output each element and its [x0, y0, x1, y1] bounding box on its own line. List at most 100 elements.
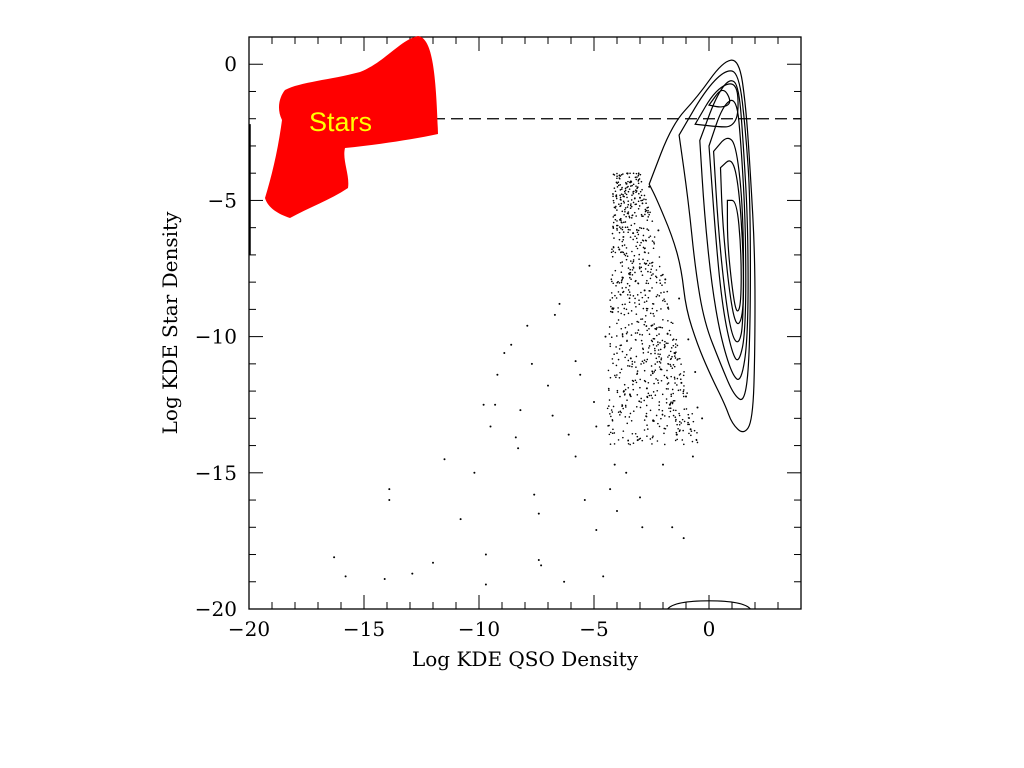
scatter-point — [621, 210, 624, 213]
scatter-point — [652, 312, 655, 315]
scatter-point — [624, 326, 627, 329]
scatter-point — [643, 419, 646, 421]
scatter-point — [632, 410, 635, 412]
scatter-point — [595, 529, 598, 532]
scatter-point — [612, 221, 615, 224]
scatter-point — [614, 374, 616, 377]
scatter-point — [643, 251, 646, 253]
scatter-point — [646, 279, 648, 282]
scatter-point — [663, 415, 666, 417]
scatter-point — [637, 233, 640, 236]
scatter-point — [650, 365, 653, 367]
scatter-point — [672, 392, 675, 395]
scatter-point — [662, 463, 664, 466]
scatter-point — [653, 382, 655, 385]
scatter-point — [648, 213, 650, 216]
scatter-point — [639, 173, 642, 176]
scatter-point — [614, 190, 617, 193]
scatter-point — [658, 333, 660, 335]
scatter-point — [629, 229, 631, 231]
scatter-point — [669, 334, 672, 336]
scatter-point — [644, 294, 647, 296]
scatter-point — [642, 246, 645, 249]
scatter-point — [661, 339, 664, 342]
scatter-point — [666, 290, 669, 293]
scatter-point — [636, 332, 639, 334]
scatter-point — [625, 193, 628, 196]
scatter-point — [637, 186, 639, 188]
scatter-point — [682, 389, 685, 391]
scatter-point — [639, 244, 641, 247]
scatter-point — [672, 399, 675, 402]
scatter-point — [669, 350, 672, 353]
scatter-point — [636, 231, 639, 234]
scatter-point — [695, 438, 698, 441]
scatter-point — [660, 358, 662, 361]
scatter-point — [618, 177, 621, 179]
scatter-point — [611, 432, 614, 435]
scatter-point — [616, 322, 618, 325]
scatter-point — [629, 273, 631, 276]
scatter-point — [619, 194, 621, 197]
scatter-point — [654, 363, 657, 365]
scatter-point — [683, 443, 685, 446]
scatter-point — [676, 344, 679, 347]
scatter-point — [643, 247, 646, 250]
scatter-point — [651, 261, 654, 264]
scatter-point — [595, 425, 598, 428]
scatter-point — [664, 281, 666, 284]
scatter-point — [671, 388, 674, 391]
scatter-point — [696, 431, 698, 434]
scatter-point — [694, 371, 697, 374]
scatter-point — [626, 282, 629, 285]
scatter-point — [616, 391, 619, 394]
scatter-point — [646, 424, 648, 426]
scatter-point — [634, 189, 637, 192]
x-tick-label: −20 — [228, 617, 270, 641]
scatter-point — [611, 297, 614, 299]
scatter-point — [628, 176, 631, 178]
scatter-point — [649, 409, 652, 412]
scatter-point — [637, 229, 640, 232]
scatter-point — [622, 436, 624, 439]
scatter-point — [638, 253, 641, 256]
scatter-point — [629, 349, 631, 351]
scatter-point — [621, 335, 624, 338]
scatter-point — [344, 575, 347, 578]
x-tick-label: −15 — [343, 617, 385, 641]
scatter-point — [619, 198, 622, 201]
scatter-point — [540, 564, 543, 567]
scatter-point — [618, 238, 621, 241]
scatter-point — [652, 435, 654, 437]
scatter-point — [651, 436, 654, 439]
scatter-point — [673, 365, 676, 368]
scatter-point — [624, 192, 626, 194]
scatter-point — [667, 382, 670, 384]
scatter-point — [629, 181, 632, 184]
scatter-point — [674, 352, 676, 355]
scatter-point — [654, 394, 657, 397]
stars-region-highlight — [265, 36, 438, 218]
inner-contour — [719, 160, 745, 325]
scatter-point — [690, 434, 692, 437]
scatter-point — [626, 255, 629, 258]
scatter-point — [616, 175, 618, 177]
scatter-point — [494, 403, 497, 406]
scatter-point — [633, 222, 636, 225]
scatter-point — [388, 488, 391, 491]
scatter-point — [691, 455, 694, 458]
scatter-point — [658, 425, 661, 428]
scatter-point — [622, 238, 625, 241]
scatter-point — [636, 228, 638, 231]
scatter-point — [641, 318, 644, 320]
scatter-point — [641, 296, 644, 299]
scatter-point — [621, 226, 624, 228]
scatter-point — [610, 251, 613, 254]
scatter-point — [624, 356, 626, 359]
scatter-point — [628, 301, 631, 304]
scatter-point — [612, 282, 615, 285]
scatter-point — [614, 269, 617, 272]
scatter-point — [645, 209, 648, 212]
scatter-point — [630, 205, 633, 208]
scatter-point — [673, 399, 676, 402]
